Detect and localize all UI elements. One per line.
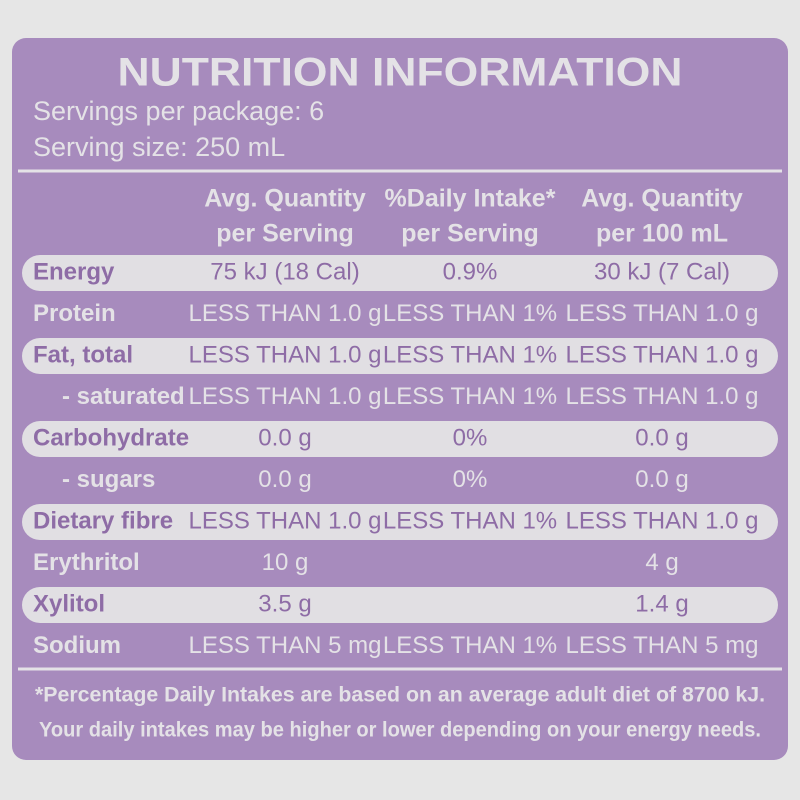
cell: LESS THAN 1.0 g: [189, 383, 382, 410]
row-band: [22, 504, 778, 540]
cell: 3.5 g: [258, 590, 311, 617]
cell: 0.0 g: [258, 424, 311, 451]
cell: 10 g: [262, 549, 309, 576]
row-label: Erythritol: [33, 549, 140, 576]
cell: 0.0 g: [258, 466, 311, 493]
cell: 4 g: [645, 549, 678, 576]
column-header: per 100 mL: [596, 220, 728, 248]
cell: 1.4 g: [635, 590, 688, 617]
cell: LESS THAN 1.0 g: [566, 507, 759, 534]
cell: LESS THAN 1.0 g: [189, 507, 382, 534]
row-label: Carbohydrate: [33, 424, 189, 451]
row-label: Sodium: [33, 632, 121, 659]
serving-size: Serving size: 250 mL: [33, 132, 285, 162]
row-label: - saturated: [62, 383, 185, 410]
column-header: Avg. Quantity: [204, 185, 366, 213]
column-header: per Serving: [216, 220, 354, 248]
cell: LESS THAN 5 mg: [566, 632, 759, 659]
title: NUTRITION INFORMATION: [118, 51, 683, 95]
footnote: *Percentage Daily Intakes are based on a…: [35, 684, 765, 707]
row-label: Fat, total: [33, 341, 133, 368]
cell: 75 kJ (18 Cal): [210, 258, 359, 285]
row-label: Dietary fibre: [33, 507, 173, 534]
footnote: Your daily intakes may be higher or lowe…: [39, 719, 761, 742]
row-band: [22, 338, 778, 374]
cell: 0.9%: [443, 258, 498, 285]
column-header: %Daily Intake*: [385, 185, 556, 213]
row-label: Energy: [33, 258, 115, 285]
cell: LESS THAN 1.0 g: [566, 341, 759, 368]
row-band: [22, 255, 778, 291]
cell: 0.0 g: [635, 466, 688, 493]
cell: 30 kJ (7 Cal): [594, 258, 730, 285]
cell: LESS THAN 1%: [383, 341, 557, 368]
cell: LESS THAN 1%: [383, 300, 557, 327]
cell: LESS THAN 1.0 g: [189, 341, 382, 368]
row-band: [22, 421, 778, 457]
cell: LESS THAN 1%: [383, 383, 557, 410]
cell: LESS THAN 1.0 g: [566, 300, 759, 327]
cell: LESS THAN 1%: [383, 632, 557, 659]
row-label: Xylitol: [33, 590, 105, 617]
row-label: Protein: [33, 300, 116, 327]
cell: 0.0 g: [635, 424, 688, 451]
cell: LESS THAN 5 mg: [189, 632, 382, 659]
table: Avg. Quantity per Serving %Daily Intake* pe…: [22, 185, 778, 742]
column-header: Avg. Quantity: [581, 185, 743, 213]
cell: LESS THAN 1.0 g: [189, 300, 382, 327]
row-band: [22, 587, 778, 623]
panel: [12, 38, 788, 760]
cell: LESS THAN 1.0 g: [566, 383, 759, 410]
cell: 0%: [453, 424, 488, 451]
cell: 0%: [453, 466, 488, 493]
servings: Servings per package: 6: [33, 96, 324, 126]
column-header: per Serving: [401, 220, 539, 248]
cell: LESS THAN 1%: [383, 507, 557, 534]
row-label: - sugars: [62, 466, 155, 493]
